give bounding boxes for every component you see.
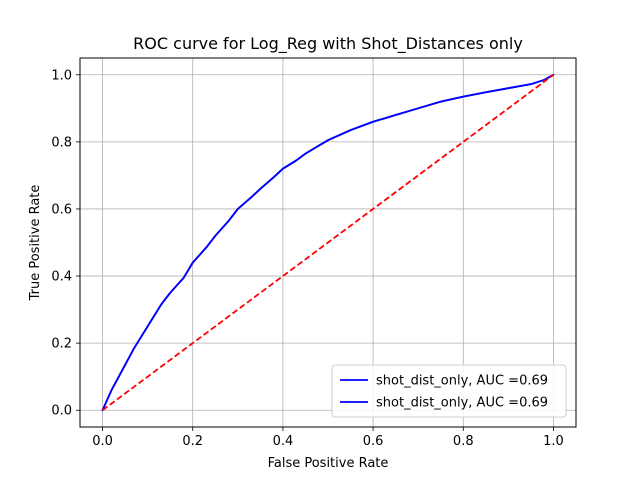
grid	[80, 58, 576, 427]
x-tick-label: 0.4	[273, 434, 294, 449]
y-tick-label: 0.4	[51, 270, 72, 285]
legend: shot_dist_only, AUC =0.69 shot_dist_only,…	[331, 364, 567, 418]
plot-lines	[101, 73, 555, 412]
y-axis-title: True Positive Rate	[28, 185, 43, 302]
x-axis-title: False Positive Rate	[268, 456, 389, 471]
y-tick-label: 0.6	[51, 202, 72, 217]
axis-ticks: 0.0 0.2 0.4 0.6 0.8 1.0 0.0 0.2 0.4 0.6 0.8 1.0	[51, 68, 563, 449]
roc-curve-line	[101, 73, 555, 412]
x-tick-label: 0.8	[453, 434, 474, 449]
y-tick-label: 0.8	[51, 135, 72, 150]
legend-entry-label: shot_dist_only, AUC =0.69	[376, 374, 548, 389]
x-tick-label: 0.2	[182, 434, 203, 449]
y-tick-label: 0.2	[51, 337, 72, 352]
y-tick-label: 1.0	[51, 68, 72, 83]
x-tick-label: 0.6	[363, 434, 384, 449]
legend-box	[331, 364, 567, 418]
chance-diagonal-line	[102, 74, 554, 411]
axes-frame	[79, 57, 577, 428]
x-tick-label: 0.0	[92, 434, 113, 449]
chart-title: ROC curve for Log_Reg with Shot_Distance…	[133, 34, 523, 54]
x-tick-label: 1.0	[543, 434, 564, 449]
y-tick-label: 0.0	[51, 404, 72, 419]
legend-entry-label: shot_dist_only, AUC =0.69	[376, 396, 548, 411]
